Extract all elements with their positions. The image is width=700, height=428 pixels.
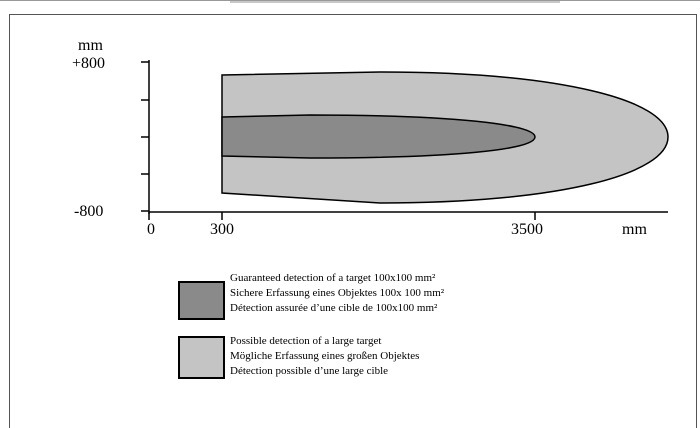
legend-guaranteed-de: Sichere Erfassung eines Objektes 100x 10… <box>230 287 445 299</box>
y-unit-label: mm <box>78 37 103 54</box>
x-tick-label-300: 300 <box>210 221 234 238</box>
top-border <box>0 0 700 15</box>
legend-possible-de: Mögliche Erfassung eines großen Objektes <box>230 350 420 362</box>
legend-swatch-guaranteed <box>178 281 225 320</box>
legend-text-possible: Possible detection of a large target Mög… <box>230 334 419 379</box>
y-bottom-label: -800 <box>74 203 104 220</box>
top-strip <box>230 1 560 3</box>
figure-frame <box>9 14 697 428</box>
x-unit-label: mm <box>622 221 647 238</box>
legend-possible-fr: Détection possible d’une large cible <box>230 365 389 377</box>
x-tick-label-0: 0 <box>147 221 155 238</box>
legend-possible-en: Possible detection of a large target <box>230 335 382 347</box>
guaranteed-detection-zone <box>221 114 536 159</box>
x-tick-label-3500: 3500 <box>511 221 543 238</box>
y-top-label: +800 <box>72 55 106 72</box>
legend-text-guaranteed: Guaranteed detection of a target 100x100… <box>230 271 444 316</box>
legend-swatch-possible <box>178 336 225 379</box>
legend-guaranteed-fr: Détection assurée d’une cible de 100x100… <box>230 302 438 314</box>
legend-guaranteed-en: Guaranteed detection of a target 100x100… <box>230 272 436 284</box>
